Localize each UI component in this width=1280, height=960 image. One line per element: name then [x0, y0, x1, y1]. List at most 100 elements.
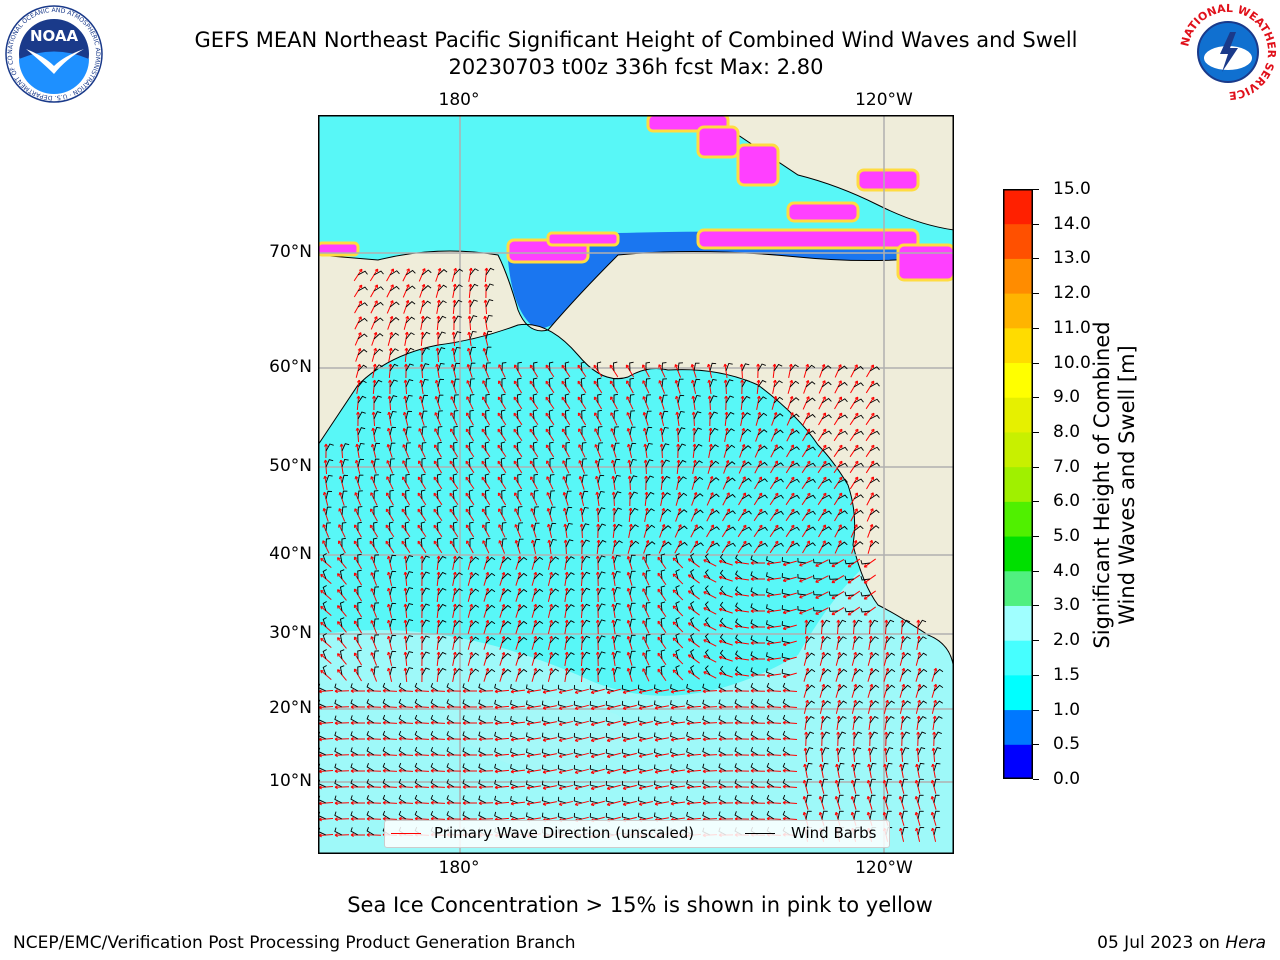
- wind-barb: [693, 378, 701, 388]
- wind-barb: [660, 585, 666, 596]
- wave-direction-arrowhead: [320, 621, 324, 626]
- wave-direction-arrow: [323, 508, 329, 522]
- wind-barb: [821, 668, 832, 676]
- wave-direction-arrowhead: [870, 444, 875, 449]
- wind-barb: [341, 474, 349, 484]
- wind-barb: [357, 333, 368, 340]
- wave-direction-arrowhead: [885, 667, 890, 672]
- wave-direction-arrowhead: [687, 654, 692, 658]
- wind-barb: [645, 491, 655, 500]
- wind-barb: [661, 508, 672, 516]
- wave-direction-arrowhead: [465, 524, 470, 528]
- wave-direction-arrowhead: [766, 720, 770, 725]
- wave-direction-arrowhead: [414, 736, 418, 741]
- wind-barb: [933, 684, 944, 692]
- wave-direction-arrowhead: [836, 731, 841, 735]
- wave-direction-arrowhead: [549, 619, 554, 624]
- wind-barb: [621, 700, 631, 708]
- wind-barb: [828, 559, 839, 564]
- wind-barb: [837, 747, 846, 756]
- wave-direction-arrowhead: [692, 427, 697, 431]
- wind-barb: [933, 716, 943, 724]
- wave-direction-arrowhead: [707, 379, 712, 384]
- wave-direction-arrowhead: [854, 460, 859, 465]
- wave-direction-arrowhead: [481, 508, 486, 512]
- wave-direction-arrowhead: [657, 636, 661, 641]
- wind-barb: [446, 811, 455, 820]
- wave-direction-arrowhead: [574, 786, 579, 791]
- wave-direction-arrow: [451, 364, 457, 378]
- wind-barb: [901, 684, 912, 692]
- wave-direction-arrowhead: [644, 475, 649, 479]
- wind-barb: [478, 795, 487, 804]
- wave-direction-arrowhead: [899, 763, 904, 768]
- wind-barb: [501, 556, 512, 564]
- wind-barb: [517, 556, 528, 564]
- wave-direction-arrowhead: [866, 811, 871, 816]
- wind-barb: [718, 779, 727, 788]
- wind-barb: [405, 410, 413, 420]
- wind-barb: [781, 589, 791, 596]
- wind-barb: [405, 426, 412, 436]
- wind-barb: [869, 382, 880, 388]
- wind-barb: [452, 505, 458, 516]
- wave-direction-arrowhead: [676, 443, 681, 447]
- wave-direction-arrowhead: [545, 428, 550, 433]
- wind-barb: [357, 553, 362, 564]
- wave-direction-arrowhead: [356, 411, 361, 415]
- wind-barb: [805, 668, 816, 676]
- wave-direction-arrowhead: [514, 508, 518, 512]
- wind-barb: [549, 588, 559, 596]
- wave-direction-arrowhead: [562, 460, 566, 464]
- wave-direction-arrow: [674, 364, 682, 378]
- wind-barb: [373, 270, 384, 276]
- colorbar-title-line2: Wind Waves and Swell [m]: [1115, 345, 1139, 625]
- wave-direction-arrowhead: [422, 268, 426, 272]
- wind-barb: [933, 794, 940, 804]
- wind-barb: [805, 446, 816, 452]
- wind-barb: [414, 682, 423, 692]
- wind-barb: [548, 409, 554, 420]
- wind-barb: [917, 684, 928, 692]
- wind-barb: [533, 604, 544, 612]
- wind-barb: [436, 521, 442, 532]
- wave-direction-arrowhead: [869, 667, 874, 672]
- wind-barb: [469, 299, 478, 308]
- wave-direction-arrowhead: [703, 559, 707, 563]
- ocean-higher-waves-area: [318, 555, 954, 854]
- wind-barb: [653, 812, 663, 820]
- wind-barb: [735, 666, 743, 676]
- wave-direction-arrowhead: [517, 555, 522, 560]
- wind-barb: [901, 826, 909, 836]
- wave-direction-arrowhead: [358, 284, 363, 289]
- wave-direction-arrowhead: [517, 619, 522, 624]
- wind-barb: [661, 475, 671, 484]
- wind-barb: [469, 604, 480, 612]
- wave-direction-arrowhead: [900, 715, 905, 720]
- wave-direction-arrowhead: [863, 596, 868, 600]
- wind-barb: [741, 445, 752, 452]
- wave-direction-arrowhead: [726, 492, 730, 496]
- wind-barb: [389, 666, 397, 676]
- wind-barb: [653, 780, 663, 788]
- wave-direction-arrowhead: [366, 816, 370, 821]
- wind-barb: [494, 683, 503, 692]
- wind-barb: [533, 473, 539, 484]
- wave-direction-arrowhead: [867, 763, 872, 768]
- wave-direction-arrowhead: [433, 524, 438, 529]
- wind-barb: [821, 747, 830, 756]
- wave-direction-arrowhead: [420, 331, 425, 335]
- wind-barb: [702, 683, 711, 692]
- wind-barb: [549, 620, 559, 628]
- wave-legend-label: Primary Wave Direction (unscaled): [434, 824, 695, 842]
- wind-barb: [533, 556, 544, 564]
- wave-direction-arrowhead: [403, 651, 408, 655]
- colorbar-tick-label: 14.0: [1053, 213, 1091, 234]
- wave-direction-arrowhead: [834, 811, 839, 816]
- wind-barb: [565, 636, 575, 644]
- wave-direction-arrowhead: [774, 460, 779, 464]
- wave-direction-arrowhead: [782, 768, 786, 773]
- wind-barb: [510, 684, 519, 692]
- wind-barb: [933, 731, 942, 740]
- wave-direction-arrowhead: [725, 460, 730, 464]
